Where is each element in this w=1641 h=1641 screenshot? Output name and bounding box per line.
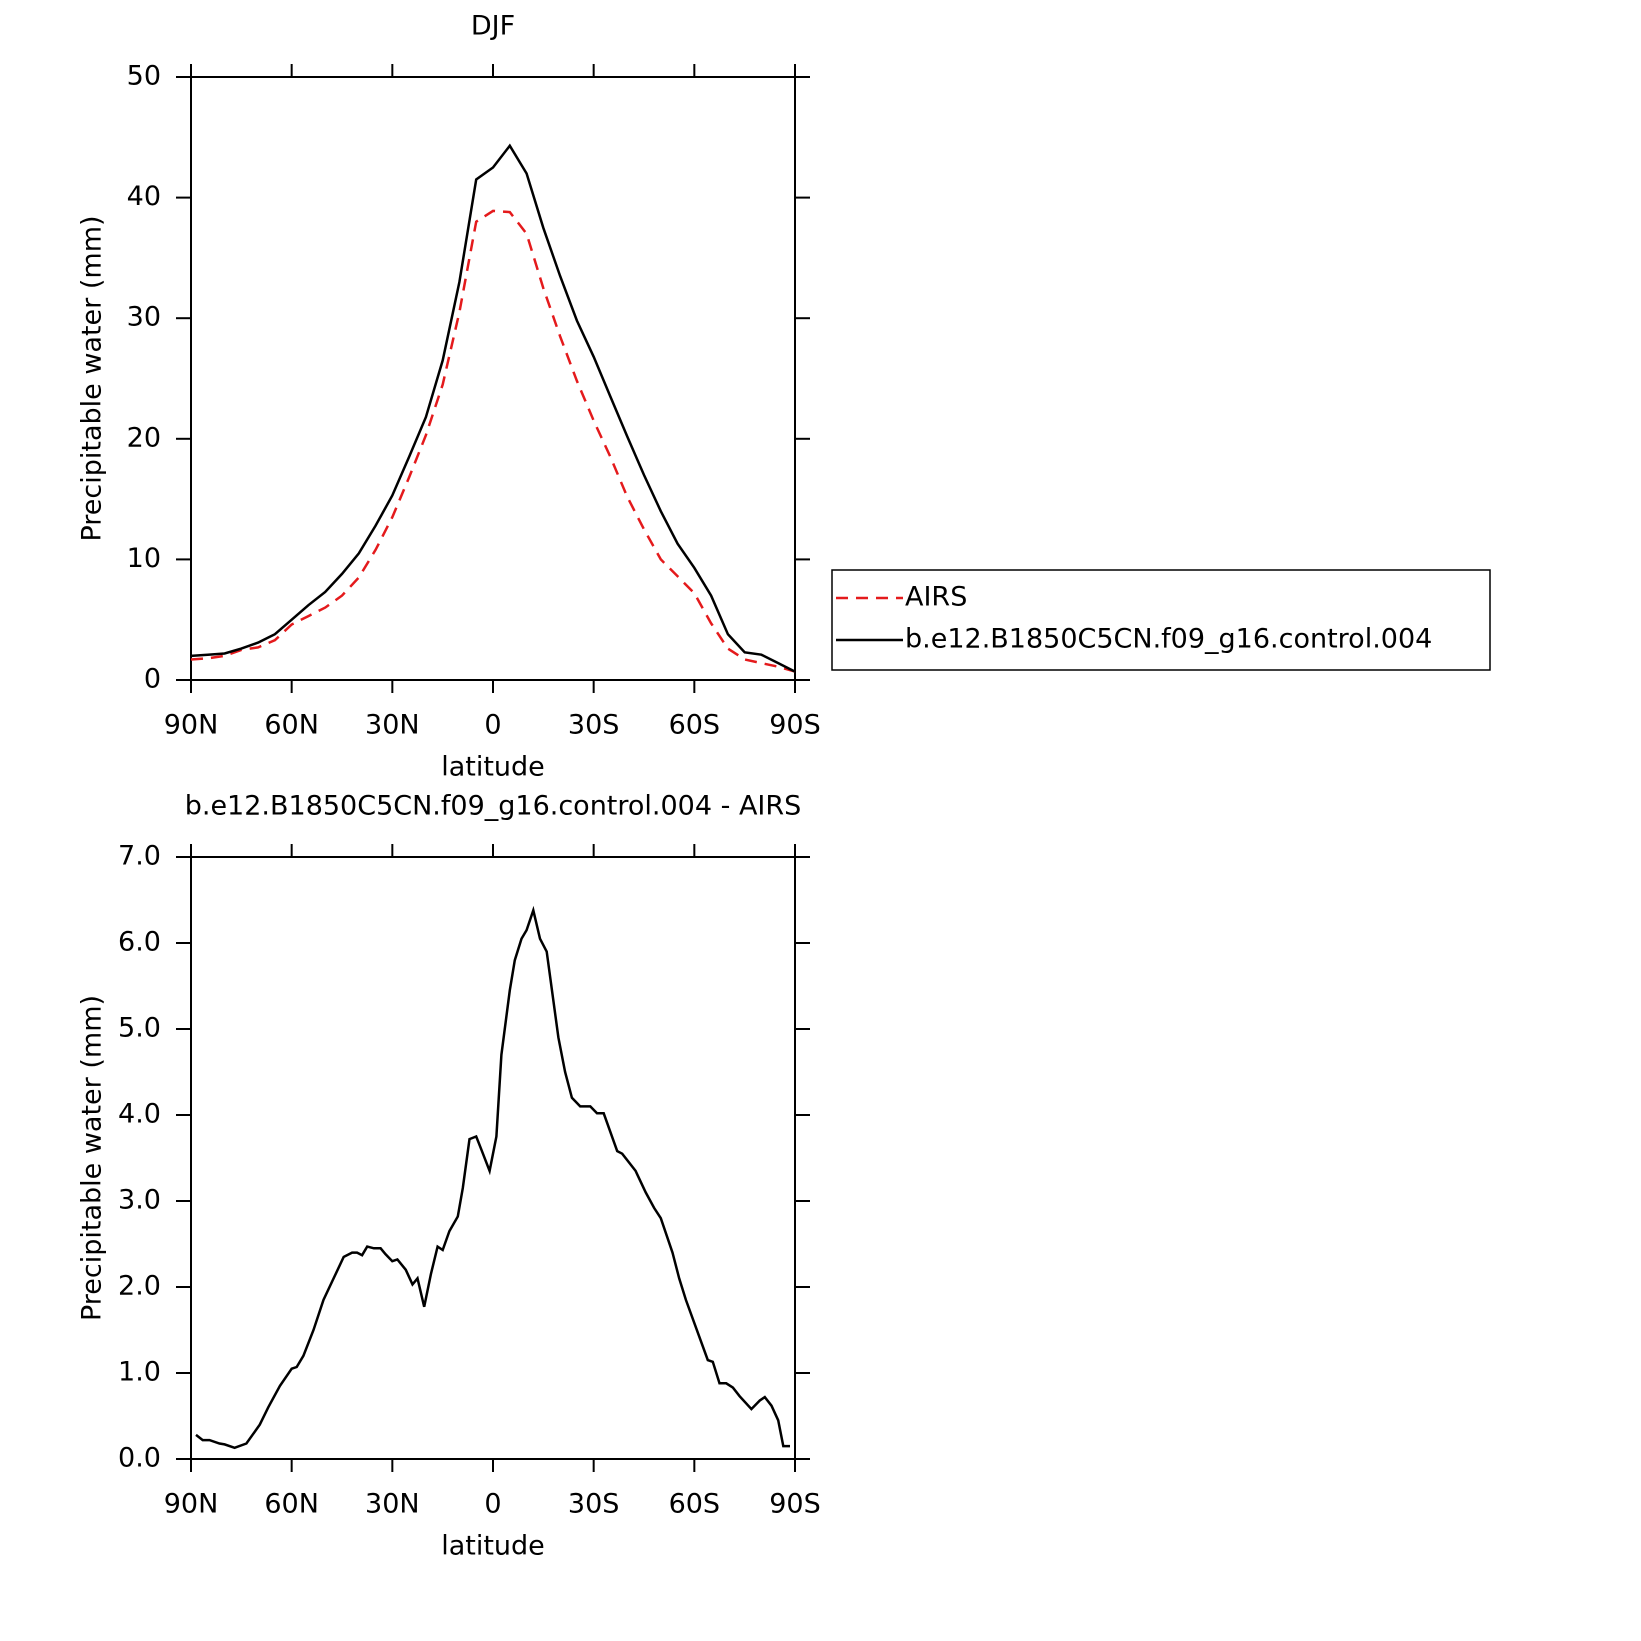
x-axis-label: latitude <box>441 752 545 783</box>
data-line <box>195 905 790 1450</box>
legend-label: AIRS <box>905 582 967 613</box>
y-tick-label: 0.0 <box>118 1443 161 1474</box>
x-tick-label: 90S <box>769 710 821 741</box>
x-tick-label: 30N <box>365 1489 420 1520</box>
y-tick-label: 30 <box>127 302 161 333</box>
x-tick-label: 60S <box>669 1489 721 1520</box>
y-tick-label: 6.0 <box>118 927 161 958</box>
y-tick-label: 1.0 <box>118 1357 161 1388</box>
y-tick-label: 2.0 <box>118 1271 161 1302</box>
x-axis-label: latitude <box>441 1531 545 1562</box>
plot-frame <box>190 856 796 1460</box>
x-tick-label: 30N <box>365 710 420 741</box>
x-tick-label: 90N <box>164 710 219 741</box>
y-tick-label: 3.0 <box>118 1185 161 1216</box>
x-tick-label: 30S <box>568 710 620 741</box>
y-axis-label: Precipitable water (mm) <box>77 215 108 541</box>
data-line <box>190 143 796 673</box>
x-tick-label: 30S <box>568 1489 620 1520</box>
x-tick-label: 60N <box>264 1489 319 1520</box>
y-tick-label: 4.0 <box>118 1099 161 1130</box>
legend-label: b.e12.B1850C5CN.f09_g16.control.004 <box>905 624 1432 655</box>
y-tick-label: 5.0 <box>118 1013 161 1044</box>
chart-title: DJF <box>471 11 515 42</box>
x-tick-label: 0 <box>484 710 501 741</box>
y-axis-label: Precipitable water (mm) <box>77 995 108 1321</box>
x-tick-label: 90S <box>769 1489 821 1520</box>
chart-title: b.e12.B1850C5CN.f09_g16.control.004 - AI… <box>185 791 802 822</box>
y-tick-label: 50 <box>127 61 161 92</box>
x-tick-label: 90N <box>164 1489 219 1520</box>
y-tick-label: 7.0 <box>118 841 161 872</box>
plot-frame <box>190 76 796 681</box>
y-tick-label: 0 <box>144 664 161 695</box>
y-tick-label: 10 <box>127 543 161 574</box>
y-tick-label: 40 <box>127 181 161 212</box>
legend-box <box>831 569 1491 671</box>
x-tick-label: 60N <box>264 710 319 741</box>
x-tick-label: 0 <box>484 1489 501 1520</box>
data-line <box>190 209 796 673</box>
x-tick-label: 60S <box>669 710 721 741</box>
y-tick-label: 20 <box>127 422 161 453</box>
